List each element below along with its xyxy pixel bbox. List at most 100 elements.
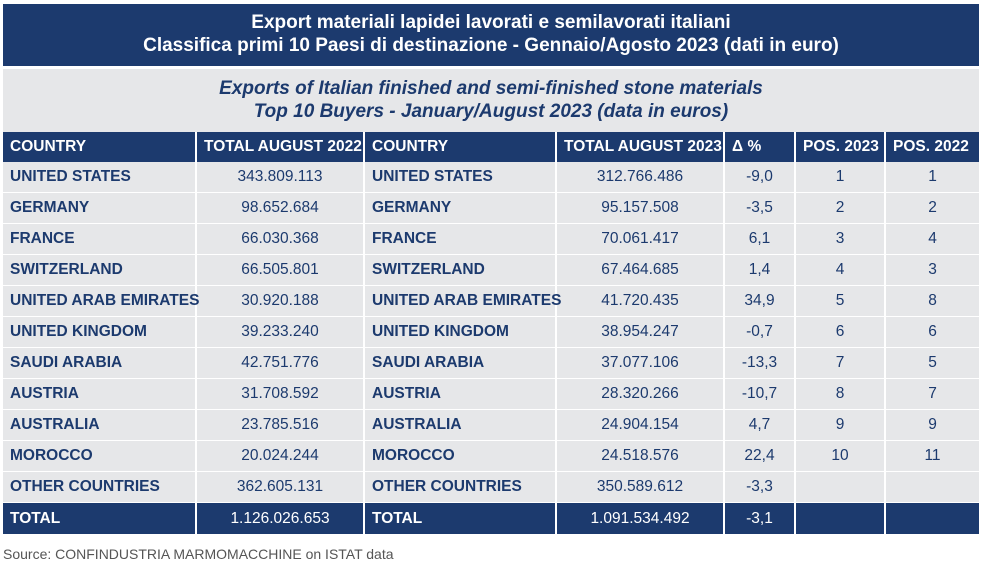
cell-total-2023: 67.464.685 xyxy=(557,255,725,286)
cell-total-2023: 24.904.154 xyxy=(557,410,725,441)
header-pos-2023: POS. 2023 xyxy=(796,132,886,162)
cell-pos-2022: 5 xyxy=(886,348,979,379)
total-pos-2023 xyxy=(796,503,886,534)
english-title: Exports of Italian finished and semi-fin… xyxy=(3,69,979,132)
cell-delta: -13,3 xyxy=(725,348,796,379)
italian-title-line-2: Classifica primi 10 Paesi di destinazion… xyxy=(143,35,839,56)
cell-total-2023: 28.320.266 xyxy=(557,379,725,410)
cell-country-2023: AUSTRIA xyxy=(365,379,557,410)
header-country-2023: COUNTRY xyxy=(365,132,557,162)
cell-delta: 22,4 xyxy=(725,441,796,472)
cell-country-2023: SWITZERLAND xyxy=(365,255,557,286)
cell-pos-2022: 4 xyxy=(886,224,979,255)
cell-country-2022: UNITED ARAB EMIRATES xyxy=(3,286,199,317)
cell-total-2022: 66.505.801 xyxy=(197,255,365,286)
cell-total-2023: 41.720.435 xyxy=(557,286,725,317)
table-row: AUSTRALIA 23.785.516 AUSTRALIA 24.904.154 4,… xyxy=(3,410,979,441)
cell-country-2023: AUSTRALIA xyxy=(365,410,557,441)
cell-country-2022: GERMANY xyxy=(3,193,197,224)
cell-pos-2022: 11 xyxy=(886,441,979,472)
header-delta: Δ % xyxy=(725,132,796,162)
table-row: SAUDI ARABIA 42.751.776 SAUDI ARABIA 37.077… xyxy=(3,348,979,379)
cell-pos-2022: 1 xyxy=(886,162,979,193)
cell-pos-2023: 4 xyxy=(796,255,886,286)
export-table-panel: Export materiali lapidei lavorati e semi… xyxy=(3,4,979,534)
cell-total-2022: 31.708.592 xyxy=(197,379,365,410)
cell-delta: 4,7 xyxy=(725,410,796,441)
cell-country-2022: SWITZERLAND xyxy=(3,255,197,286)
cell-total-2023: 95.157.508 xyxy=(557,193,725,224)
english-title-line-1: Exports of Italian finished and semi-fin… xyxy=(219,78,763,99)
table-row: UNITED STATES 343.809.113 UNITED STATES 312… xyxy=(3,162,979,193)
cell-country-2022: FRANCE xyxy=(3,224,197,255)
cell-country-2023: SAUDI ARABIA xyxy=(365,348,557,379)
cell-pos-2023: 6 xyxy=(796,317,886,348)
cell-total-2022: 23.785.516 xyxy=(197,410,365,441)
cell-country-2023: OTHER COUNTRIES xyxy=(365,472,557,503)
cell-total-2023: 70.061.417 xyxy=(557,224,725,255)
table-row: UNITED KINGDOM 39.233.240 UNITED KINGDOM 38… xyxy=(3,317,979,348)
table-row: GERMANY 98.652.684 GERMANY 95.157.508 -3,5 2 2 xyxy=(3,193,979,224)
cell-country-2022: UNITED STATES xyxy=(3,162,197,193)
cell-total-2023: 312.766.486 xyxy=(557,162,725,193)
cell-country-2022: MOROCCO xyxy=(3,441,197,472)
cell-pos-2022: 2 xyxy=(886,193,979,224)
total-pos-2022 xyxy=(886,503,979,534)
table-row: UNITED ARAB EMIRATES 30.920.188 UNITED ARA… xyxy=(3,286,979,317)
cell-delta: 34,9 xyxy=(725,286,796,317)
cell-total-2022: 20.024.244 xyxy=(197,441,365,472)
header-country-2022: COUNTRY xyxy=(3,132,197,162)
cell-total-2022: 30.920.188 xyxy=(197,286,365,317)
export-ranking-table: COUNTRY TOTAL AUGUST 2022 COUNTRY TOTAL … xyxy=(3,132,979,534)
total-label-2022: TOTAL xyxy=(3,503,197,534)
total-value-2023: 1.091.534.492 xyxy=(557,503,725,534)
source-note: Source: CONFINDUSTRIA MARMOMACCHINE on I… xyxy=(3,546,394,562)
cell-pos-2022: 3 xyxy=(886,255,979,286)
cell-pos-2022: 9 xyxy=(886,410,979,441)
italian-title: Export materiali lapidei lavorati e semi… xyxy=(3,4,979,66)
cell-total-2022: 343.809.113 xyxy=(197,162,365,193)
table-row: AUSTRIA 31.708.592 AUSTRIA 28.320.266 -10,7 8… xyxy=(3,379,979,410)
cell-delta: -3,3 xyxy=(725,472,796,503)
cell-pos-2023: 5 xyxy=(796,286,886,317)
cell-pos-2023: 1 xyxy=(796,162,886,193)
cell-total-2023: 38.954.247 xyxy=(557,317,725,348)
table-row: FRANCE 66.030.368 FRANCE 70.061.417 6,1 3 4 xyxy=(3,224,979,255)
cell-country-2022: AUSTRALIA xyxy=(3,410,197,441)
cell-delta: 6,1 xyxy=(725,224,796,255)
table-row: OTHER COUNTRIES 362.605.131 OTHER COUNTRIE… xyxy=(3,472,979,503)
cell-pos-2023: 3 xyxy=(796,224,886,255)
cell-country-2023: UNITED ARAB EMIRATES xyxy=(365,286,561,317)
cell-pos-2023: 2 xyxy=(796,193,886,224)
cell-delta: -0,7 xyxy=(725,317,796,348)
total-label-2023: TOTAL xyxy=(365,503,557,534)
cell-pos-2022 xyxy=(886,472,979,503)
cell-delta: -10,7 xyxy=(725,379,796,410)
cell-total-2023: 350.589.612 xyxy=(557,472,725,503)
cell-country-2022: OTHER COUNTRIES xyxy=(3,472,197,503)
header-pos-2022: POS. 2022 xyxy=(886,132,979,162)
cell-country-2023: FRANCE xyxy=(365,224,557,255)
cell-total-2023: 37.077.106 xyxy=(557,348,725,379)
cell-country-2022: AUSTRIA xyxy=(3,379,197,410)
header-total-2023: TOTAL AUGUST 2023 xyxy=(557,132,725,162)
cell-pos-2022: 6 xyxy=(886,317,979,348)
cell-total-2022: 39.233.240 xyxy=(197,317,365,348)
header-total-2022: TOTAL AUGUST 2022 xyxy=(197,132,365,162)
table-row: MOROCCO 20.024.244 MOROCCO 24.518.576 22,4 10… xyxy=(3,441,979,472)
cell-total-2022: 42.751.776 xyxy=(197,348,365,379)
cell-pos-2023: 8 xyxy=(796,379,886,410)
cell-country-2022: SAUDI ARABIA xyxy=(3,348,197,379)
table-row: SWITZERLAND 66.505.801 SWITZERLAND 67.464.6… xyxy=(3,255,979,286)
cell-country-2023: UNITED STATES xyxy=(365,162,557,193)
total-delta: -3,1 xyxy=(725,503,796,534)
cell-total-2022: 66.030.368 xyxy=(197,224,365,255)
cell-pos-2022: 8 xyxy=(886,286,979,317)
total-value-2022: 1.126.026.653 xyxy=(197,503,365,534)
cell-total-2023: 24.518.576 xyxy=(557,441,725,472)
cell-delta: -9,0 xyxy=(725,162,796,193)
cell-country-2023: MOROCCO xyxy=(365,441,557,472)
cell-pos-2023: 9 xyxy=(796,410,886,441)
cell-country-2023: UNITED KINGDOM xyxy=(365,317,557,348)
cell-pos-2023: 7 xyxy=(796,348,886,379)
